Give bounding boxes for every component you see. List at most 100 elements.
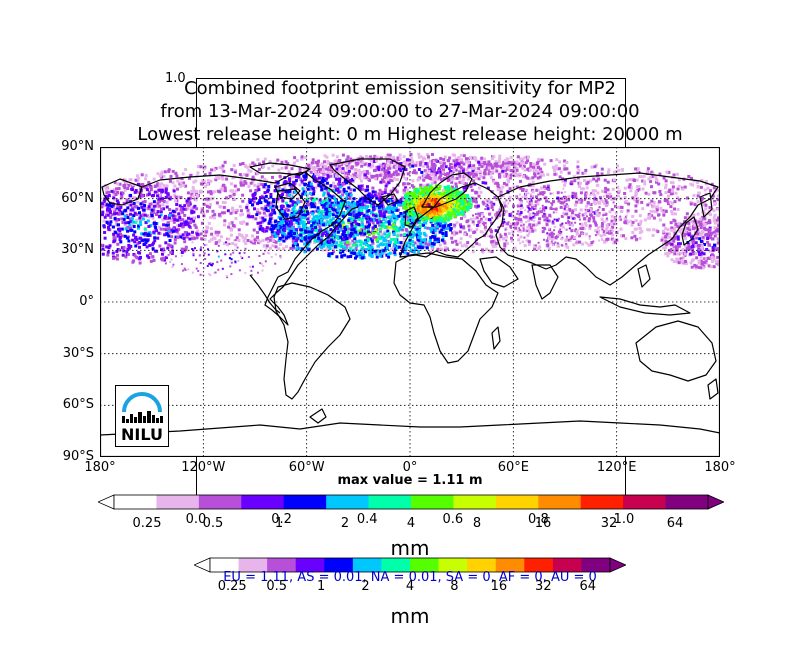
sensitivity-cell [322,212,326,216]
sensitivity-cell [413,241,417,245]
sensitivity-cell [405,203,409,207]
sensitivity-cell [165,205,169,209]
sensitivity-cell [167,243,171,247]
sensitivity-cell [184,184,188,188]
sensitivity-cell [597,177,601,181]
sensitivity-cell [360,209,364,213]
sensitivity-cell [674,222,678,226]
sensitivity-cell [616,194,620,198]
sensitivity-cell [303,178,307,182]
sensitivity-cell [155,249,159,253]
sensitivity-cell [652,216,656,220]
sensitivity-cell [409,248,413,252]
sensitivity-cell [659,193,663,197]
sensitivity-cell [341,214,345,218]
sensitivity-cell [170,235,174,239]
sensitivity-cell [444,188,448,192]
sensitivity-cell [418,236,422,240]
sensitivity-cell [554,172,558,176]
sensitivity-cell [709,189,712,193]
sensitivity-cell [344,179,348,183]
sensitivity-cell [208,205,212,209]
sensitivity-cell [222,169,226,173]
sensitivity-cell [429,227,433,230]
sensitivity-cell [687,245,691,249]
sensitivity-cell [289,209,293,213]
sensitivity-cell [325,181,329,185]
sensitivity-cell [424,242,428,245]
sensitivity-cell [710,255,714,259]
sensitivity-cell [299,233,303,237]
sensitivity-cell [677,198,681,202]
sensitivity-cell [434,222,438,226]
sensitivity-cell [432,242,436,246]
sensitivity-cell [391,173,395,177]
sensitivity-cell [258,162,261,166]
sensitivity-cell [113,212,117,216]
sensitivity-cell [475,242,479,246]
sensitivity-cell [396,172,400,176]
sensitivity-cell [571,191,575,195]
sensitivity-cell [315,239,319,243]
sensitivity-cell [123,209,127,213]
sensitivity-cell [235,236,239,240]
sensitivity-cell [149,211,153,215]
sensitivity-cell [714,230,718,234]
sensitivity-cell [222,211,226,215]
sensitivity-cell [592,219,596,223]
sensitivity-cell [418,163,422,167]
sensitivity-cell [528,223,532,227]
sensitivity-cell [570,229,574,233]
sensitivity-cell [374,214,378,218]
sensitivity-cell [284,245,288,249]
sensitivity-cell [691,183,694,187]
sensitivity-cell [122,201,126,205]
sensitivity-cell [619,205,623,209]
sensitivity-cell [692,240,696,243]
sensitivity-cell [146,232,150,236]
sensitivity-cell [156,236,160,240]
sensitivity-cell [257,188,261,192]
sensitivity-cell [436,225,439,229]
sensitivity-cell [245,173,249,177]
sensitivity-cell [531,184,535,188]
sensitivity-cell [326,160,330,163]
sensitivity-cell [105,187,108,191]
sensitivity-cell [372,207,376,211]
sensitivity-cell [355,244,359,248]
sensitivity-cell [181,210,185,214]
sensitivity-cell [518,212,522,216]
sensitivity-cell [116,182,120,186]
sensitivity-cell [129,208,133,212]
sensitivity-cell [485,229,489,233]
sensitivity-cell [512,222,516,226]
sensitivity-cell [142,232,146,236]
sensitivity-cell [242,183,245,187]
sensitivity-cell [623,192,627,195]
sensitivity-cell [433,220,437,223]
sensitivity-cell [664,179,668,183]
sensitivity-cell [181,172,185,176]
sensitivity-cell [271,175,274,179]
sensitivity-cell [687,221,691,225]
sensitivity-cell [394,214,398,218]
sensitivity-cell [387,192,391,196]
sensitivity-cell [129,193,133,197]
sensitivity-cell [677,184,681,188]
sensitivity-cell [287,177,291,181]
sensitivity-cell [295,175,299,179]
sensitivity-cell [459,153,463,157]
sensitivity-cell [519,157,522,161]
sensitivity-cell [249,169,253,173]
sensitivity-cell [611,187,615,191]
sensitivity-cell [401,222,405,226]
sensitivity-cell [277,168,281,172]
sensitivity-cell [462,178,465,182]
sensitivity-cell [708,206,712,210]
sensitivity-cell [299,200,303,204]
sensitivity-cell [278,237,282,240]
sensitivity-cell [296,237,300,241]
sensitivity-cell [441,219,445,223]
sensitivity-cell [263,191,267,195]
sensitivity-cell [289,231,293,235]
